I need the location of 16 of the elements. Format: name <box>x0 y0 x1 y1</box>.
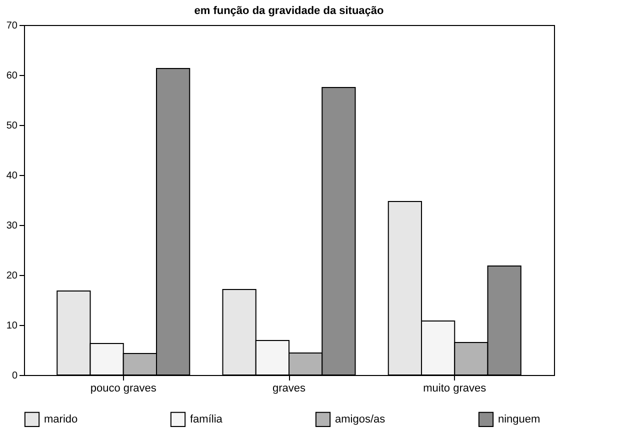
legend-label: amigos/as <box>335 413 386 426</box>
y-tick-label: 50 <box>6 120 18 132</box>
y-tick-label: 0 <box>12 370 18 382</box>
y-tick-label: 60 <box>6 70 18 82</box>
y-tick-label: 30 <box>6 220 18 232</box>
x-tick-label: graves <box>272 382 306 394</box>
legend-label: ninguem <box>498 413 540 426</box>
y-tick-label: 40 <box>6 170 18 182</box>
chart-title: em função da gravidade da situação <box>194 5 384 17</box>
y-tick-label: 10 <box>6 320 18 332</box>
x-tick-label: muito graves <box>423 382 487 394</box>
legend-label: marido <box>44 413 78 426</box>
y-tick-label: 70 <box>6 20 18 32</box>
legend-label: família <box>190 413 224 426</box>
y-tick-label: 20 <box>6 270 18 282</box>
x-tick-label: pouco graves <box>90 382 157 394</box>
